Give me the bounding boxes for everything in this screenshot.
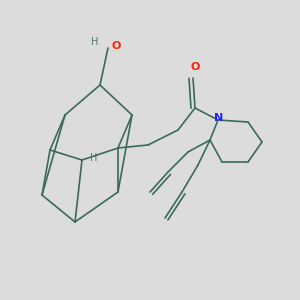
Text: H: H — [91, 37, 98, 47]
Text: N: N — [214, 113, 224, 123]
Text: O: O — [190, 62, 200, 72]
Text: O: O — [112, 41, 122, 51]
Text: H: H — [90, 153, 98, 163]
